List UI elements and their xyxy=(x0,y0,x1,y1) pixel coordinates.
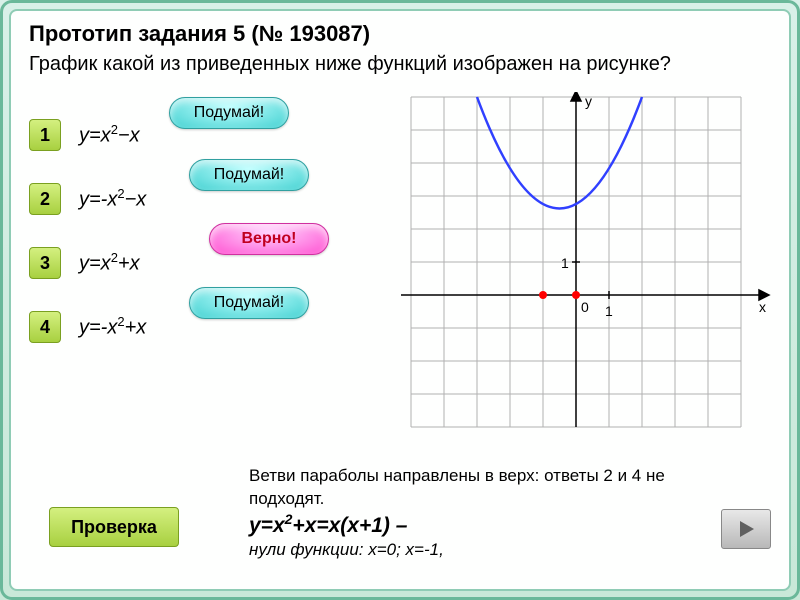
option-button-4[interactable]: 4 xyxy=(29,311,61,343)
option-3: 3 y=x2+x xyxy=(29,245,146,281)
axis-label-x: х xyxy=(759,299,766,315)
option-formula-1: y=x2−x xyxy=(79,122,140,148)
page-title: Прототип задания 5 (№ 193087) xyxy=(29,21,771,47)
option-formula-3: y=x2+x xyxy=(79,250,140,276)
next-button[interactable] xyxy=(721,509,771,549)
option-formula-4: y=-x2+x xyxy=(79,314,146,340)
parabola-curve xyxy=(477,97,642,209)
explanation-line2: нули функции: x=0; x=-1, xyxy=(249,539,729,561)
axis-tick-1x: 1 xyxy=(605,303,613,319)
check-button[interactable]: Проверка xyxy=(49,507,179,547)
option-4: 4 y=-x2+x xyxy=(29,309,146,345)
option-button-2[interactable]: 2 xyxy=(29,183,61,215)
explanation-formula: y=x2+x=x(x+1) – xyxy=(249,510,729,539)
feedback-bubble-1: Подумай! xyxy=(169,97,289,129)
play-icon xyxy=(734,517,758,541)
axis-origin: 0 xyxy=(581,299,589,315)
explanation-line1: Ветви параболы направлены в верх: ответы… xyxy=(249,465,729,509)
question-text: График какой из приведенных ниже функций… xyxy=(29,51,771,77)
option-formula-2: y=-x2−x xyxy=(79,186,146,212)
function-graph: у х 0 1 1 xyxy=(391,92,771,432)
feedback-bubble-4: Подумай! xyxy=(189,287,309,319)
option-button-1[interactable]: 1 xyxy=(29,119,61,151)
root-marker-0 xyxy=(572,291,580,299)
option-2: 2 y=-x2−x xyxy=(29,181,146,217)
feedback-bubble-correct: Верно! xyxy=(209,223,329,255)
axis-tick-1y: 1 xyxy=(561,255,569,271)
options-list: 1 y=x2−x 2 y=-x2−x 3 y=x2+x 4 y=-x2+x xyxy=(29,117,146,373)
axis-label-y: у xyxy=(585,93,592,109)
option-1: 1 y=x2−x xyxy=(29,117,146,153)
explanation-block: Ветви параболы направлены в верх: ответы… xyxy=(249,465,729,561)
root-marker-neg1 xyxy=(539,291,547,299)
feedback-bubble-2: Подумай! xyxy=(189,159,309,191)
option-button-3[interactable]: 3 xyxy=(29,247,61,279)
